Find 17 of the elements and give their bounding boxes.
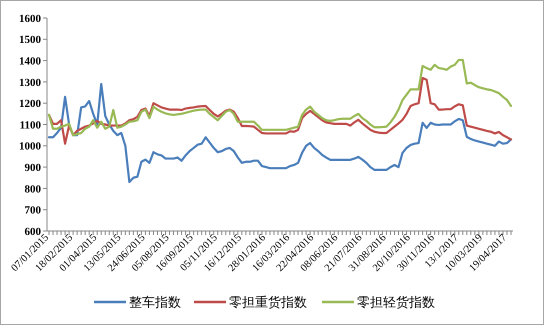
y-tick-label: 1600 (19, 12, 42, 25)
y-tick-label: 1500 (19, 34, 42, 46)
y-tick-label: 1200 (19, 98, 42, 110)
y-tick-label: 1000 (19, 140, 42, 153)
y-tick-label: 800 (24, 183, 42, 196)
y-tick-label: 700 (24, 204, 42, 217)
line-series (48, 76, 512, 145)
y-tick-label: 1300 (19, 76, 42, 89)
line-series (48, 58, 512, 136)
legend-label: 零担轻货指数 (357, 296, 435, 311)
y-tick-label: 600 (24, 226, 42, 238)
legend-label: 整车指数 (129, 296, 181, 311)
y-tick-label: 1100 (20, 119, 42, 132)
line-series (48, 82, 512, 184)
y-tick-label: 900 (24, 162, 42, 174)
y-tick-label: 1400 (19, 55, 42, 68)
legend-label: 零担重货指数 (229, 296, 307, 311)
